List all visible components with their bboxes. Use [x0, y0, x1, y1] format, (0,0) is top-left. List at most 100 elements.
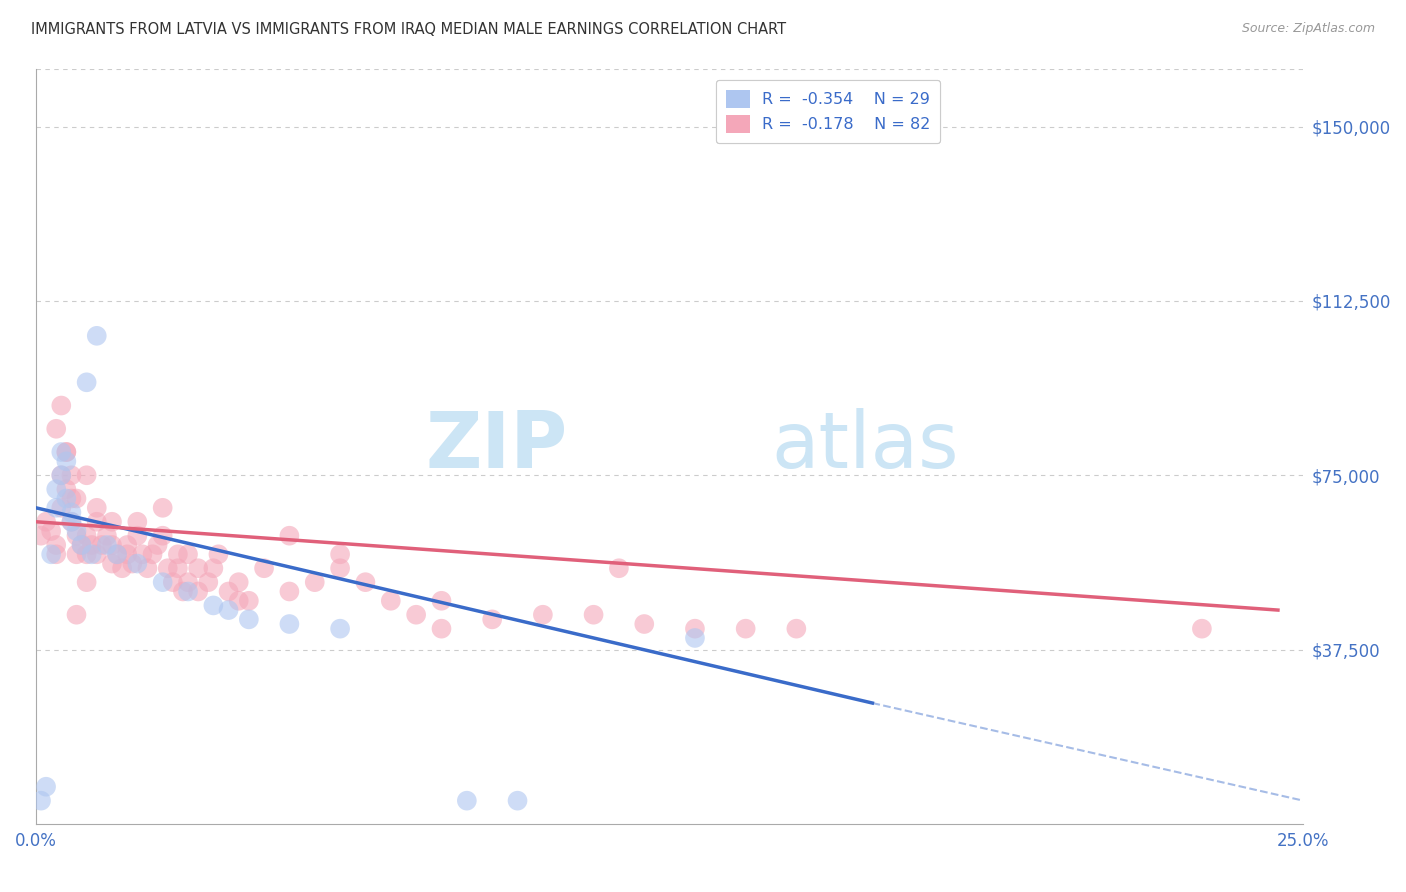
- Point: [177, 575, 200, 590]
- Point: [785, 622, 807, 636]
- Point: [152, 500, 174, 515]
- Point: [202, 599, 225, 613]
- Point: [51, 399, 73, 413]
- Point: [60, 515, 83, 529]
- Point: [141, 547, 163, 561]
- Point: [127, 515, 149, 529]
- Point: [55, 445, 77, 459]
- Point: [86, 328, 108, 343]
- Point: [51, 500, 73, 515]
- Point: [207, 547, 229, 561]
- Point: [65, 607, 87, 622]
- Point: [405, 607, 427, 622]
- Point: [304, 575, 326, 590]
- Point: [1191, 622, 1213, 636]
- Point: [65, 547, 87, 561]
- Point: [35, 515, 58, 529]
- Point: [60, 491, 83, 506]
- Point: [80, 538, 103, 552]
- Point: [76, 547, 98, 561]
- Point: [51, 468, 73, 483]
- Point: [60, 506, 83, 520]
- Point: [65, 529, 87, 543]
- Text: IMMIGRANTS FROM LATVIA VS IMMIGRANTS FROM IRAQ MEDIAN MALE EARNINGS CORRELATION : IMMIGRANTS FROM LATVIA VS IMMIGRANTS FRO…: [31, 22, 786, 37]
- Point: [86, 547, 108, 561]
- Point: [278, 529, 301, 543]
- Point: [39, 547, 62, 561]
- Point: [30, 529, 52, 543]
- Point: [136, 561, 159, 575]
- Point: [101, 557, 124, 571]
- Point: [101, 538, 124, 552]
- Point: [582, 607, 605, 622]
- Point: [96, 538, 118, 552]
- Point: [481, 612, 503, 626]
- Point: [531, 607, 554, 622]
- Point: [167, 561, 190, 575]
- Point: [45, 538, 67, 552]
- Point: [683, 631, 706, 645]
- Point: [45, 547, 67, 561]
- Point: [177, 584, 200, 599]
- Point: [152, 529, 174, 543]
- Point: [55, 491, 77, 506]
- Point: [45, 422, 67, 436]
- Point: [329, 561, 352, 575]
- Point: [60, 468, 83, 483]
- Point: [55, 454, 77, 468]
- Point: [115, 538, 138, 552]
- Point: [607, 561, 630, 575]
- Point: [45, 500, 67, 515]
- Point: [683, 622, 706, 636]
- Point: [30, 794, 52, 808]
- Point: [51, 468, 73, 483]
- Point: [105, 547, 128, 561]
- Point: [734, 622, 756, 636]
- Point: [131, 547, 153, 561]
- Point: [430, 622, 453, 636]
- Point: [228, 575, 250, 590]
- Point: [146, 538, 169, 552]
- Point: [115, 547, 138, 561]
- Point: [238, 594, 260, 608]
- Point: [430, 594, 453, 608]
- Point: [380, 594, 402, 608]
- Point: [278, 617, 301, 632]
- Point: [105, 547, 128, 561]
- Point: [127, 529, 149, 543]
- Point: [86, 515, 108, 529]
- Point: [55, 445, 77, 459]
- Point: [70, 538, 93, 552]
- Point: [45, 482, 67, 496]
- Point: [76, 468, 98, 483]
- Point: [35, 780, 58, 794]
- Point: [156, 561, 179, 575]
- Point: [96, 529, 118, 543]
- Point: [278, 584, 301, 599]
- Point: [167, 547, 190, 561]
- Point: [65, 491, 87, 506]
- Point: [253, 561, 276, 575]
- Point: [329, 547, 352, 561]
- Point: [76, 376, 98, 390]
- Point: [55, 482, 77, 496]
- Point: [506, 794, 529, 808]
- Point: [76, 529, 98, 543]
- Point: [86, 500, 108, 515]
- Point: [162, 575, 184, 590]
- Point: [152, 575, 174, 590]
- Point: [238, 612, 260, 626]
- Point: [197, 575, 219, 590]
- Point: [111, 561, 134, 575]
- Point: [218, 584, 240, 599]
- Point: [177, 547, 200, 561]
- Point: [101, 515, 124, 529]
- Point: [65, 524, 87, 538]
- Point: [90, 538, 112, 552]
- Point: [39, 524, 62, 538]
- Point: [187, 561, 209, 575]
- Point: [456, 794, 478, 808]
- Point: [80, 547, 103, 561]
- Point: [329, 622, 352, 636]
- Point: [121, 557, 143, 571]
